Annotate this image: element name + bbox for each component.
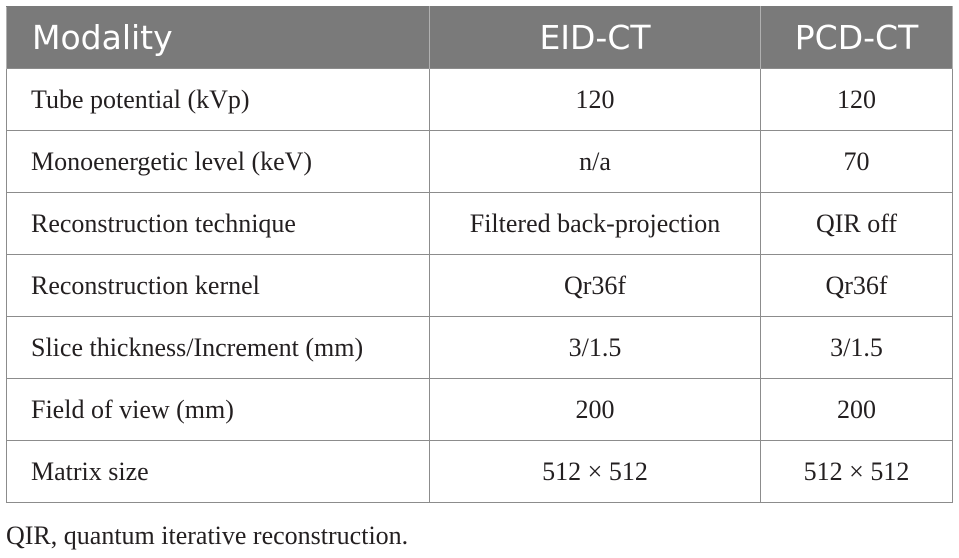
row-eid-ct-value: 120 (429, 68, 761, 131)
row-eid-ct-value: 3/1.5 (429, 316, 761, 379)
row-eid-ct-value: Filtered back-projection (429, 192, 761, 255)
row-pcd-ct-value: QIR off (760, 192, 953, 255)
table-header: Modality EID-CT PCD-CT (6, 6, 953, 69)
header-row: Modality EID-CT PCD-CT (6, 6, 953, 69)
row-parameter: Reconstruction kernel (6, 254, 430, 317)
header-pcd-ct: PCD-CT (760, 6, 953, 69)
row-pcd-ct-value: 120 (760, 68, 953, 131)
table-body: Tube potential (kVp) 120 120 Monoenerget… (6, 68, 953, 503)
row-pcd-ct-value: 512 × 512 (760, 440, 953, 503)
row-parameter: Slice thickness/Increment (mm) (6, 316, 430, 379)
header-modality: Modality (6, 6, 430, 69)
row-parameter: Reconstruction technique (6, 192, 430, 255)
table-row: Reconstruction kernel Qr36f Qr36f (6, 254, 953, 317)
row-eid-ct-value: 200 (429, 378, 761, 441)
row-pcd-ct-value: 3/1.5 (760, 316, 953, 379)
table-row: Tube potential (kVp) 120 120 (6, 68, 953, 131)
ct-parameters-table: Modality EID-CT PCD-CT Tube potential (k… (6, 6, 953, 503)
row-eid-ct-value: Qr36f (429, 254, 761, 317)
row-parameter: Monoenergetic level (keV) (6, 130, 430, 193)
header-eid-ct: EID-CT (429, 6, 761, 69)
row-pcd-ct-value: 200 (760, 378, 953, 441)
row-parameter: Matrix size (6, 440, 430, 503)
table-row: Matrix size 512 × 512 512 × 512 (6, 440, 953, 503)
row-eid-ct-value: 512 × 512 (429, 440, 761, 503)
row-parameter: Field of view (mm) (6, 378, 430, 441)
row-pcd-ct-value: 70 (760, 130, 953, 193)
table-row: Monoenergetic level (keV) n/a 70 (6, 130, 953, 193)
table-row: Field of view (mm) 200 200 (6, 378, 953, 441)
table-footnote: QIR, quantum iterative reconstruction. (6, 521, 409, 550)
row-pcd-ct-value: Qr36f (760, 254, 953, 317)
row-parameter: Tube potential (kVp) (6, 68, 430, 131)
row-eid-ct-value: n/a (429, 130, 761, 193)
table-row: Reconstruction technique Filtered back-p… (6, 192, 953, 255)
table-row: Slice thickness/Increment (mm) 3/1.5 3/1… (6, 316, 953, 379)
